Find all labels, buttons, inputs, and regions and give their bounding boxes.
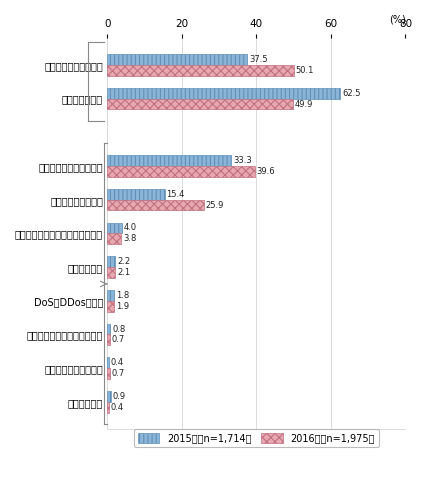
- Bar: [107, 402, 109, 412]
- Bar: [107, 391, 110, 402]
- Bar: [107, 222, 122, 233]
- Text: 3.8: 3.8: [123, 234, 136, 243]
- Text: 0.8: 0.8: [112, 325, 125, 333]
- Text: 0.4: 0.4: [110, 358, 124, 367]
- Bar: [107, 166, 254, 177]
- Bar: [107, 189, 164, 200]
- Bar: [107, 267, 115, 278]
- Text: 25.9: 25.9: [205, 201, 224, 210]
- Text: 37.5: 37.5: [248, 55, 267, 64]
- Text: (%): (%): [388, 15, 405, 25]
- Bar: [107, 290, 114, 300]
- Text: 0.7: 0.7: [112, 335, 125, 344]
- Text: 1.8: 1.8: [115, 291, 129, 300]
- Bar: [107, 88, 340, 99]
- Text: 0.7: 0.7: [112, 369, 125, 378]
- Bar: [107, 357, 109, 368]
- Text: 2.1: 2.1: [117, 268, 130, 277]
- Bar: [107, 99, 293, 109]
- Legend: 2015年（n=1,714）, 2016年（n=1,975）: 2015年（n=1,714）, 2016年（n=1,975）: [134, 429, 378, 447]
- Bar: [107, 233, 121, 244]
- Bar: [107, 368, 109, 379]
- Bar: [107, 300, 114, 311]
- Text: 15.4: 15.4: [166, 190, 184, 199]
- Bar: [107, 256, 115, 267]
- Text: 0.4: 0.4: [110, 403, 124, 411]
- Text: 39.6: 39.6: [256, 167, 275, 176]
- Text: 4.0: 4.0: [124, 223, 137, 232]
- Text: 50.1: 50.1: [295, 66, 314, 75]
- Text: 0.9: 0.9: [112, 392, 125, 401]
- Bar: [107, 200, 203, 211]
- Bar: [107, 334, 109, 345]
- Bar: [107, 65, 294, 76]
- Bar: [107, 324, 110, 334]
- Text: 33.3: 33.3: [233, 156, 251, 165]
- Text: 1.9: 1.9: [116, 301, 129, 311]
- Bar: [107, 155, 231, 166]
- Bar: [107, 54, 247, 65]
- Text: 49.9: 49.9: [294, 100, 313, 109]
- Text: 62.5: 62.5: [341, 89, 360, 98]
- Text: 2.2: 2.2: [117, 257, 130, 266]
